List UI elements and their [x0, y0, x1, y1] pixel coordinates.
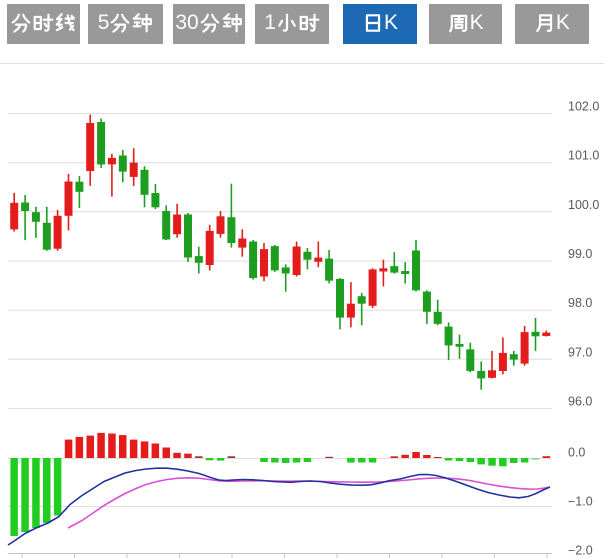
svg-text:96.0: 96.0 — [568, 395, 592, 409]
svg-text:0.0: 0.0 — [568, 446, 585, 460]
svg-text:−2.0: −2.0 — [568, 543, 593, 557]
svg-text:97.0: 97.0 — [568, 345, 592, 359]
svg-text:100.0: 100.0 — [568, 198, 599, 212]
svg-text:99.0: 99.0 — [568, 247, 592, 261]
svg-text:98.0: 98.0 — [568, 296, 592, 310]
svg-text:101.0: 101.0 — [568, 149, 599, 163]
svg-text:102.0: 102.0 — [568, 100, 599, 114]
svg-text:−1.0: −1.0 — [568, 495, 593, 509]
